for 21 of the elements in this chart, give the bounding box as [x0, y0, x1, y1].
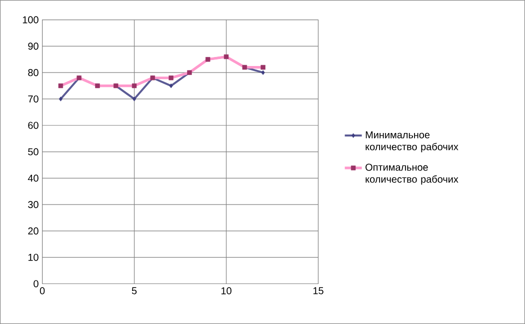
y-tick-label: 0	[34, 280, 38, 288]
y-tick-label: 70	[28, 95, 38, 102]
x-tick-label: 5	[132, 287, 137, 294]
x-tick-label: 10	[221, 287, 232, 294]
y-tick-label: 30	[28, 201, 38, 208]
x-tick-label: 15	[313, 287, 324, 294]
point	[261, 70, 265, 75]
y-tick-label: 60	[28, 122, 38, 129]
legend-label: Минимальное количество рабочих	[366, 131, 458, 152]
point	[132, 96, 136, 102]
y-tick-label: 50	[28, 148, 38, 156]
y-tick-label: 100	[22, 16, 38, 24]
point	[58, 96, 62, 102]
y-tick-label: 40	[28, 174, 38, 182]
x-tick-label: 0	[40, 287, 45, 294]
y-tick-label: 20	[28, 227, 38, 234]
point	[169, 83, 173, 88]
y-tick-label: 80	[28, 69, 38, 76]
legend-label: Оптимальное количество рабочих	[366, 164, 458, 185]
y-tick-label: 90	[28, 42, 38, 50]
y-tick-label: 10	[28, 254, 38, 261]
